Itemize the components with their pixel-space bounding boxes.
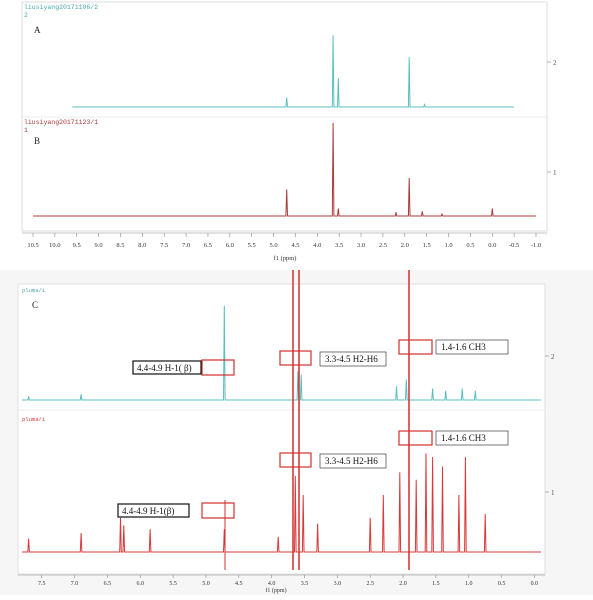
- x-axis-label: f1 (ppm): [274, 255, 297, 262]
- panel-label-c: C: [32, 300, 38, 310]
- x-axis: 7.5 7.0 6.5 6.0 5.5 5.0 4.5 4.0 3.5 3.0 2.5 2.0 1.5 1…: [18, 575, 545, 587]
- x-axis-label: f1 (ppm): [265, 587, 286, 594]
- x-tick-label-10: 2.5: [366, 581, 374, 587]
- annotation-ch3-upper-text: 1.4-1.6 CH3: [441, 342, 486, 352]
- x-tick-label-2: 6.5: [104, 581, 112, 587]
- x-tick-label-11: 2.0: [399, 581, 407, 587]
- x-tick-label-14: 0.5: [498, 581, 506, 587]
- annotation-h1-lower: 4.4-4.9 H-1(β): [118, 504, 189, 517]
- x-tick-label-4: 5.5: [169, 581, 177, 587]
- x-tick-label-7: 7.0: [182, 242, 190, 249]
- plot-area: [22, 2, 547, 231]
- spectrum-c-panel: pluma/1 pluma/1 C 2 1 4.4-4.9 H-1( β) 3: [0, 270, 593, 595]
- x-tick-label-14: 3.5: [335, 242, 343, 249]
- x-tick-label-21: 0.0: [488, 242, 496, 249]
- spectra-ab-chart: liusiyang20171106/2 2 A liusiyang2017112…: [0, 0, 593, 262]
- spectra-ab-panel: liusiyang20171106/2 2 A liusiyang2017112…: [0, 0, 593, 262]
- x-tick-label-23: -1.0: [531, 242, 541, 249]
- trace-b-number: 1: [24, 127, 28, 134]
- x-tick-label-15: 0.0: [531, 581, 539, 587]
- x-tick-label-16: 2.5: [379, 242, 387, 249]
- x-tick-label-3: 9.0: [95, 242, 103, 249]
- trace-b-file-label: liusiyang20171123/1: [24, 119, 98, 126]
- right-tick-2: 2: [551, 353, 555, 361]
- x-tick-label-6: 7.5: [160, 242, 168, 249]
- annotation-h1-lower-text: 4.4-4.9 H-1(β): [122, 506, 174, 516]
- annotation-h2h6-lower-text: 3.3-4.5 H2-H6: [325, 456, 378, 466]
- right-tick-2: 2: [553, 59, 557, 67]
- trace-a-number: 2: [24, 12, 28, 19]
- x-tick-label-2: 9.5: [73, 242, 81, 249]
- x-tick-label-0: 10.5: [27, 242, 38, 249]
- x-tick-label-17: 2.0: [401, 242, 409, 249]
- x-tick-label-5: 8.0: [138, 242, 146, 249]
- x-tick-label-7: 4.0: [268, 581, 276, 587]
- trace-c1-file-label: pluma/1: [22, 287, 46, 294]
- annotation-ch3-lower: 1.4-1.6 CH3: [436, 431, 508, 445]
- x-tick-label-12: 4.5: [291, 242, 299, 249]
- x-tick-label-19: 1.0: [444, 242, 452, 249]
- x-tick-label-0: 7.5: [38, 581, 46, 587]
- x-axis: 10.5 10.0 9.5 9.0 8.5 8.0 7.5 7.0 6.5 6.0 5.5 5.0 4.…: [22, 233, 547, 249]
- x-tick-label-1: 10.0: [49, 242, 60, 249]
- x-tick-label-13: 1.0: [465, 581, 473, 587]
- annotation-ch3-upper: 1.4-1.6 CH3: [436, 340, 508, 354]
- x-tick-label-11: 5.0: [270, 242, 278, 249]
- annotation-h1-upper-text: 4.4-4.9 H-1( β): [137, 363, 192, 373]
- x-tick-label-4: 8.5: [116, 242, 124, 249]
- annotation-h1-upper: 4.4-4.9 H-1( β): [133, 361, 201, 374]
- right-axis: 2 1: [547, 59, 557, 177]
- x-tick-label-5: 5.0: [202, 581, 210, 587]
- x-tick-label-8: 6.5: [204, 242, 212, 249]
- annotation-h2h6-upper: 3.3-4.5 H2-H6: [320, 352, 386, 366]
- spectrum-c-chart: pluma/1 pluma/1 C 2 1 4.4-4.9 H-1( β) 3: [0, 270, 593, 595]
- annotation-ch3-lower-text: 1.4-1.6 CH3: [441, 433, 486, 443]
- x-tick-label-6: 4.5: [235, 581, 243, 587]
- panel-label-a: A: [34, 25, 41, 35]
- x-tick-label-12: 1.5: [432, 581, 440, 587]
- x-tick-label-9: 3.0: [334, 581, 342, 587]
- x-tick-label-18: 1.5: [423, 242, 431, 249]
- right-tick-1: 1: [551, 489, 555, 497]
- trace-c2-file-label: pluma/1: [22, 416, 46, 423]
- x-tick-label-20: 0.5: [466, 242, 474, 249]
- right-axis: 2 1: [545, 353, 555, 497]
- x-tick-label-22: -0.5: [509, 242, 519, 249]
- x-tick-label-1: 7.0: [71, 581, 79, 587]
- x-tick-label-10: 5.5: [248, 242, 256, 249]
- annotation-h2h6-upper-text: 3.3-4.5 H2-H6: [325, 354, 378, 364]
- x-tick-label-8: 3.5: [301, 581, 309, 587]
- x-tick-label-3: 6.0: [137, 581, 145, 587]
- x-tick-label-15: 3.0: [357, 242, 365, 249]
- x-tick-label-13: 4.0: [313, 242, 321, 249]
- x-tick-label-9: 6.0: [226, 242, 234, 249]
- trace-a-file-label: liusiyang20171106/2: [24, 4, 98, 11]
- right-tick-1: 1: [553, 169, 557, 177]
- annotation-h2h6-lower: 3.3-4.5 H2-H6: [320, 454, 386, 468]
- panel-label-b: B: [34, 136, 40, 146]
